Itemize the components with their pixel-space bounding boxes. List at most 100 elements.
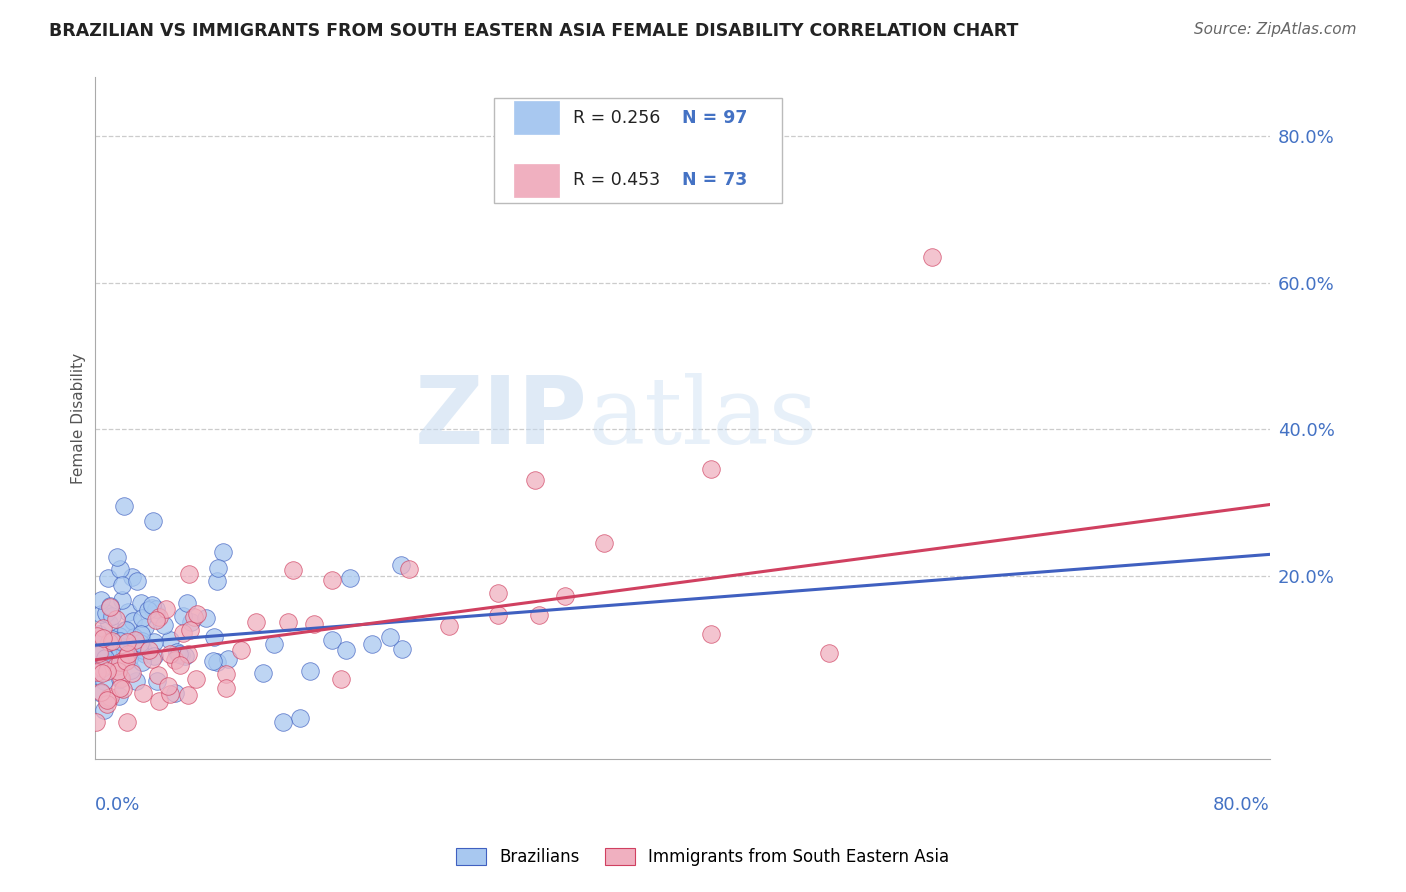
- Point: [339, 571, 361, 585]
- Point: [107, 657, 129, 672]
- Point: [91, 665, 114, 680]
- Point: [186, 673, 208, 687]
- Point: [90, 593, 112, 607]
- Point: [110, 671, 132, 685]
- Point: [129, 627, 152, 641]
- Point: [84, 715, 107, 730]
- Text: R = 0.256: R = 0.256: [572, 109, 661, 127]
- Point: [115, 654, 138, 668]
- Point: [108, 681, 131, 696]
- Point: [86, 665, 108, 679]
- Point: [179, 623, 201, 637]
- Point: [101, 609, 124, 624]
- Point: [165, 685, 187, 699]
- Point: [486, 607, 509, 622]
- Point: [97, 648, 120, 662]
- Point: [146, 673, 169, 688]
- Point: [94, 651, 117, 665]
- Point: [108, 689, 131, 703]
- Point: [98, 635, 121, 649]
- Point: [108, 562, 131, 576]
- Point: [104, 651, 127, 665]
- Point: [183, 610, 205, 624]
- Point: [141, 598, 163, 612]
- Point: [201, 654, 224, 668]
- Point: [177, 566, 200, 581]
- Point: [86, 649, 108, 664]
- Point: [114, 623, 136, 637]
- Point: [167, 648, 190, 662]
- Point: [107, 665, 129, 679]
- Point: [180, 615, 202, 629]
- Point: [108, 646, 131, 660]
- Point: [229, 643, 252, 657]
- Point: [105, 659, 128, 673]
- Point: [107, 640, 129, 655]
- Point: [165, 653, 187, 667]
- Point: [211, 545, 233, 559]
- Point: [524, 474, 547, 488]
- Point: [335, 643, 357, 657]
- Point: [593, 536, 616, 550]
- Point: [98, 599, 121, 614]
- Point: [91, 632, 114, 647]
- Text: atlas: atlas: [588, 373, 817, 463]
- Point: [111, 578, 134, 592]
- Point: [176, 596, 198, 610]
- Point: [321, 632, 343, 647]
- Point: [115, 715, 138, 730]
- Point: [108, 634, 131, 648]
- Point: [378, 631, 401, 645]
- Y-axis label: Female Disability: Female Disability: [72, 352, 86, 483]
- Point: [91, 660, 114, 674]
- Point: [98, 690, 121, 705]
- Point: [554, 589, 576, 603]
- Point: [134, 647, 156, 661]
- Point: [121, 664, 143, 678]
- Point: [90, 644, 112, 658]
- Point: [86, 629, 108, 643]
- Point: [277, 615, 299, 629]
- Point: [271, 715, 294, 730]
- Point: [117, 605, 139, 619]
- Point: [207, 561, 229, 575]
- Point: [818, 646, 841, 660]
- Point: [298, 664, 321, 678]
- Point: [117, 647, 139, 661]
- Point: [132, 686, 155, 700]
- Point: [207, 655, 229, 669]
- Point: [131, 611, 153, 625]
- Text: R = 0.453: R = 0.453: [572, 171, 659, 189]
- Point: [148, 610, 170, 624]
- Point: [437, 619, 460, 633]
- Point: [96, 698, 118, 712]
- Point: [84, 646, 107, 660]
- Point: [98, 615, 121, 630]
- Point: [100, 599, 122, 613]
- Point: [90, 686, 112, 700]
- Point: [90, 684, 112, 698]
- Point: [186, 607, 208, 621]
- Point: [134, 620, 156, 634]
- Point: [155, 601, 177, 615]
- Point: [84, 634, 107, 648]
- Point: [91, 621, 114, 635]
- Point: [156, 679, 179, 693]
- Point: [398, 562, 420, 576]
- Bar: [515, 164, 558, 196]
- Point: [177, 648, 200, 662]
- Point: [177, 688, 200, 702]
- Point: [111, 681, 134, 696]
- Point: [202, 631, 225, 645]
- Point: [142, 514, 165, 528]
- Point: [142, 648, 165, 663]
- Point: [115, 623, 138, 637]
- Point: [111, 593, 134, 607]
- Point: [118, 651, 141, 665]
- Point: [214, 667, 236, 681]
- Text: Source: ZipAtlas.com: Source: ZipAtlas.com: [1194, 22, 1357, 37]
- Point: [159, 687, 181, 701]
- Point: [146, 668, 169, 682]
- Point: [94, 606, 117, 620]
- Point: [97, 690, 120, 705]
